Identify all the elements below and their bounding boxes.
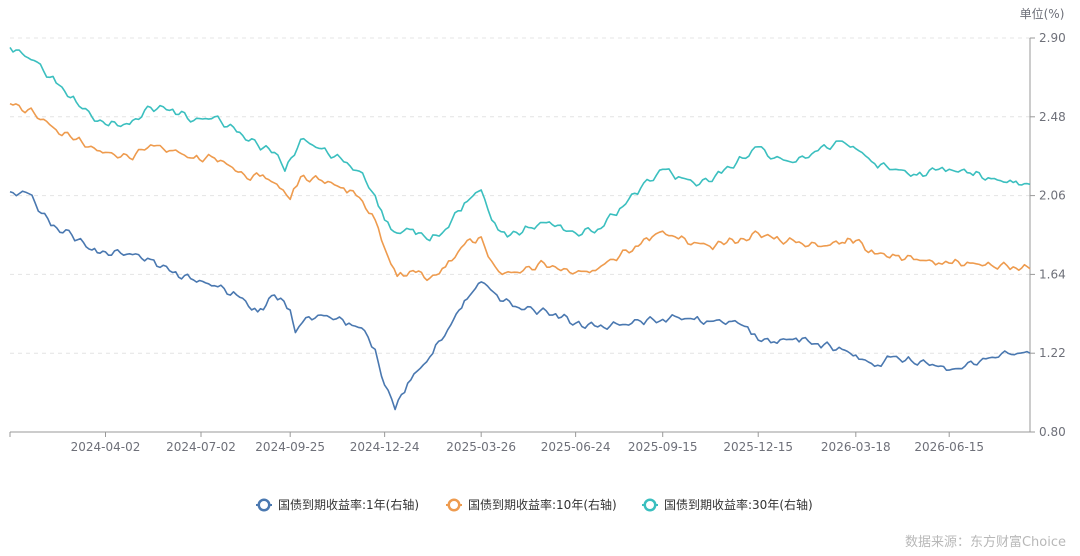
x-tick-label: 2024-12-24 xyxy=(350,440,420,454)
x-tick-label: 2025-06-24 xyxy=(541,440,611,454)
series-line-1 xyxy=(9,190,1031,411)
y-tick-label: 1.64 xyxy=(1039,267,1066,281)
x-tick-label: 2026-06-15 xyxy=(914,440,984,454)
legend-circle-icon xyxy=(448,499,460,511)
series-line-3 xyxy=(9,46,1031,242)
legend-label: 国债到期收益率:1年(右轴) xyxy=(278,497,419,512)
y-tick-label: 2.48 xyxy=(1039,110,1066,124)
grid-lines xyxy=(10,37,1030,354)
legend-circle-icon xyxy=(644,499,656,511)
legend-label: 国债到期收益率:30年(右轴) xyxy=(664,497,813,512)
source-watermark: 数据来源：东方财富Choice xyxy=(905,534,1066,550)
x-tick-label: 2025-03-26 xyxy=(446,440,516,454)
x-tick-label: 2024-04-02 xyxy=(71,440,141,454)
x-tick-label: 2025-09-15 xyxy=(628,440,698,454)
legend-label: 国债到期收益率:10年(右轴) xyxy=(468,497,617,512)
legend-item-3[interactable]: 国债到期收益率:30年(右轴) xyxy=(642,497,813,512)
y-tick-label: 2.90 xyxy=(1039,31,1066,45)
y-tick-label: 2.06 xyxy=(1039,189,1066,203)
x-tick-label: 2024-09-25 xyxy=(255,440,325,454)
x-tick-label: 2024-07-02 xyxy=(166,440,236,454)
legend-circle-icon xyxy=(258,499,270,511)
legend[interactable]: 国债到期收益率:1年(右轴) 国债到期收益率:10年(右轴) 国债到期收益率:30年… xyxy=(256,497,813,512)
legend-item-1[interactable]: 国债到期收益率:1年(右轴) xyxy=(256,497,419,512)
y-tick-label: 1.22 xyxy=(1039,346,1066,360)
x-tick-label: 2025-12-15 xyxy=(723,440,793,454)
x-tick-label: 2026-03-18 xyxy=(821,440,891,454)
series-line-2 xyxy=(9,102,1031,282)
axes: 2.90 2.48 2.06 1.64 1.22 0.80 2024-04-02 2024-0… xyxy=(9,31,1066,454)
y-tick-label: 0.80 xyxy=(1039,425,1066,439)
unit-label: 单位(%) xyxy=(1020,6,1065,21)
legend-item-2[interactable]: 国债到期收益率:10年(右轴) xyxy=(446,497,617,512)
series-lines xyxy=(9,46,1031,411)
